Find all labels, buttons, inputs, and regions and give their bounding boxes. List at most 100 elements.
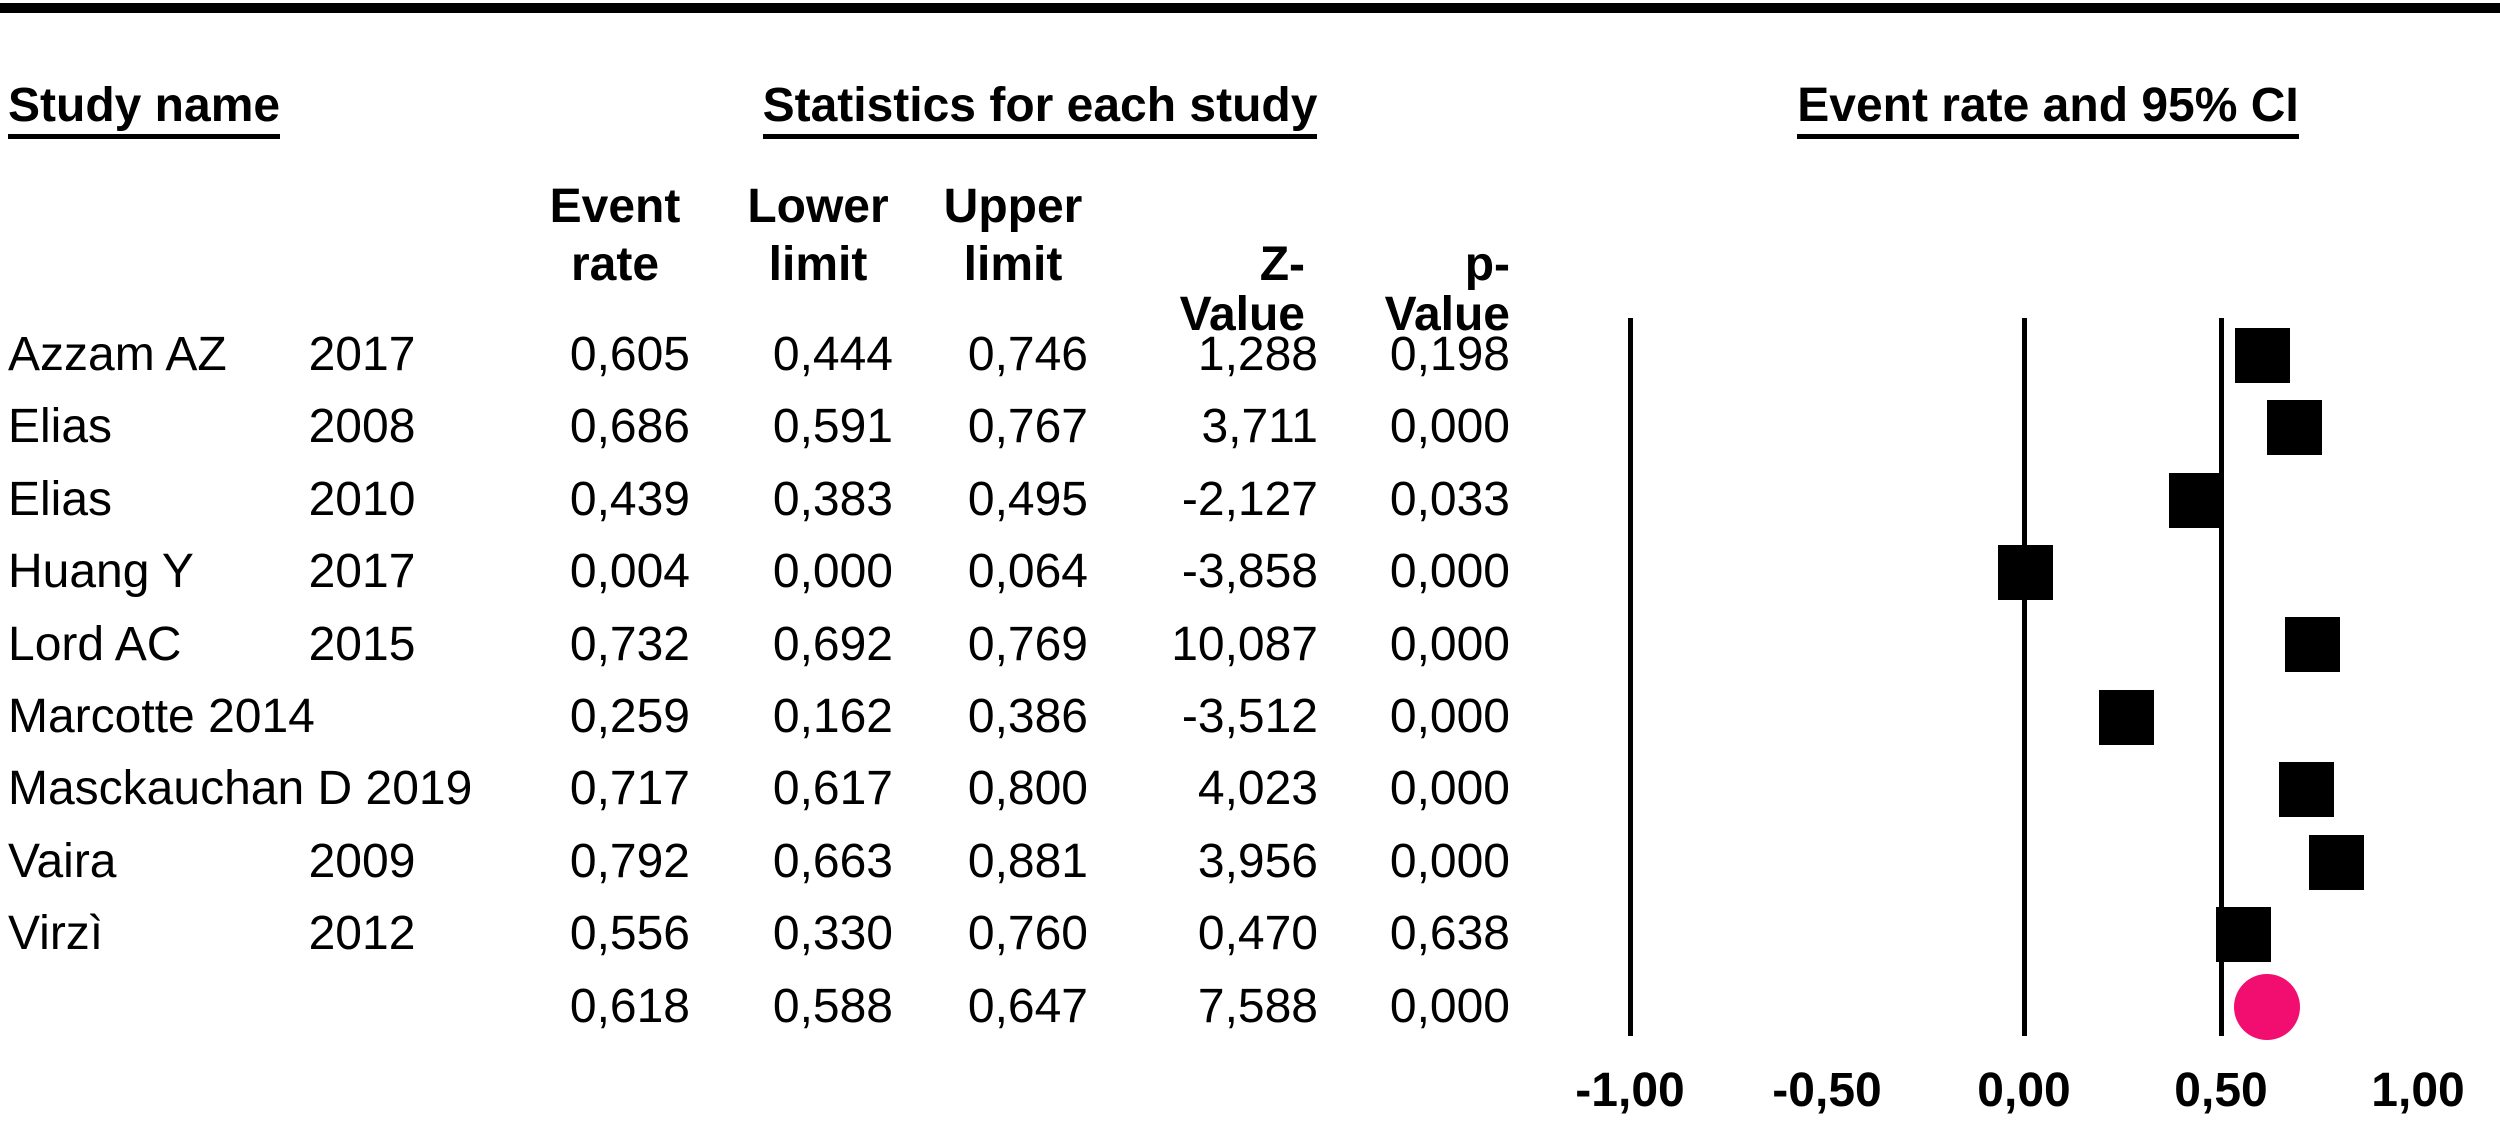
upper-limit-value: 0,647 — [967, 979, 1088, 1033]
study-marker-square — [2284, 617, 2340, 673]
lower-limit-value: 0,591 — [772, 400, 893, 454]
event-rate-value: 0,717 — [569, 762, 690, 816]
study-name: Huang Y — [8, 545, 194, 599]
study-name: Virzì — [8, 907, 104, 961]
study-name: Vaira — [8, 834, 117, 888]
upper-limit-value: 0,881 — [967, 834, 1088, 888]
lower-limit-value: 0,588 — [772, 979, 893, 1033]
upper-limit-value: 0,769 — [967, 617, 1088, 671]
col-header-limit-upper: limit — [963, 238, 1063, 291]
table-row: Azzam AZ 2017 0,605 0,444 0,746 1,288 0,… — [0, 319, 1600, 391]
table-row-overall: 0,618 0,588 0,647 7,588 0,000 — [0, 971, 1600, 1043]
x-tick-label: -0,50 — [1772, 1064, 1882, 1117]
study-year: 2017 — [308, 545, 416, 599]
event-rate-value: 0,439 — [569, 472, 690, 526]
study-marker-square — [2215, 906, 2271, 962]
study-year: 2009 — [308, 834, 416, 888]
col-header-limit-lower: limit — [768, 238, 868, 291]
lower-limit-value: 0,000 — [772, 545, 893, 599]
study-marker-square — [2308, 834, 2364, 890]
statistics-table: Azzam AZ 2017 0,605 0,444 0,746 1,288 0,… — [0, 319, 1600, 1043]
z-value: 3,711 — [1201, 400, 1318, 454]
z-value: -3,512 — [1181, 689, 1318, 743]
upper-limit-value: 0,064 — [967, 545, 1088, 599]
p-value: 0,198 — [1389, 328, 1510, 381]
z-value: 4,023 — [1197, 762, 1318, 816]
study-name: Elias — [8, 472, 113, 526]
table-row: Huang Y 2017 0,004 0,000 0,064 -3,858 0,… — [0, 536, 1600, 608]
plot-axis-line-minus1 — [1627, 318, 1633, 1036]
lower-limit-value: 0,617 — [772, 762, 893, 816]
study-marker-square — [2234, 327, 2290, 383]
lower-limit-value: 0,663 — [772, 834, 893, 888]
upper-limit-value: 0,760 — [967, 907, 1088, 961]
lower-limit-value: 0,383 — [772, 472, 893, 526]
table-row: Elias 2010 0,439 0,383 0,495 -2,127 0,03… — [0, 464, 1600, 536]
table-row: Virzì 2012 0,556 0,330 0,760 0,470 0,638 — [0, 898, 1600, 970]
event-rate-value: 0,556 — [569, 907, 690, 961]
study-year: 2012 — [308, 907, 416, 961]
study-year — [292, 681, 432, 753]
table-row: Vaira 2009 0,792 0,663 0,881 3,956 0,000 — [0, 826, 1600, 898]
col-header-z-value: Z-Value — [1179, 238, 1305, 341]
z-value: 3,956 — [1197, 834, 1318, 888]
statistics-header-label: Statistics for each study — [762, 82, 1318, 139]
study-year: 2017 — [308, 328, 416, 381]
top-rule — [0, 3, 2500, 13]
p-value: 0,000 — [1389, 617, 1510, 671]
p-value: 0,000 — [1389, 545, 1510, 599]
study-year: 2015 — [308, 617, 416, 671]
upper-limit-value: 0,386 — [967, 689, 1088, 743]
event-rate-value: 0,004 — [569, 545, 690, 599]
plot-axis-line-half — [2218, 318, 2224, 1036]
col-header-p-value: p-Value — [1384, 238, 1510, 341]
study-name — [8, 971, 528, 1043]
x-tick-label: -1,00 — [1575, 1064, 1685, 1117]
statistics-header: Statistics for each study — [540, 82, 1540, 140]
col-header-upper: Upper — [943, 180, 1083, 233]
study-marker-square — [2266, 400, 2322, 456]
event-rate-value: 0,732 — [569, 617, 690, 671]
p-value: 0,638 — [1389, 907, 1510, 961]
event-rate-value: 0,618 — [569, 979, 690, 1033]
event-rate-value: 0,686 — [569, 400, 690, 454]
study-year: 2008 — [308, 400, 416, 454]
study-name: Elias — [8, 400, 113, 454]
z-value: 1,288 — [1197, 328, 1318, 381]
study-name: Azzam AZ — [8, 328, 227, 381]
study-name: Marcotte 2014 — [8, 689, 315, 743]
x-tick-label: 0,00 — [1977, 1064, 2071, 1117]
lower-limit-value: 0,444 — [772, 328, 893, 381]
study-name-header-label: Study name — [8, 82, 281, 139]
study-name-header: Study name — [8, 82, 281, 140]
table-row: Masckauchan D 2019 0,717 0,617 0,800 4,0… — [0, 753, 1600, 825]
x-tick-label: 0,50 — [2174, 1064, 2268, 1117]
upper-limit-value: 0,495 — [967, 472, 1088, 526]
event-rate-value: 0,605 — [569, 328, 690, 381]
study-year: 2010 — [308, 472, 416, 526]
z-value: 7,588 — [1197, 979, 1318, 1033]
upper-limit-value: 0,746 — [967, 328, 1088, 381]
p-value: 0,000 — [1389, 689, 1510, 743]
study-marker-square — [1998, 544, 2054, 600]
z-value: 10,087 — [1171, 617, 1318, 671]
col-header-event: Event — [549, 180, 681, 233]
study-year — [292, 971, 432, 1043]
table-row: Lord AC 2015 0,732 0,692 0,769 10,087 0,… — [0, 609, 1600, 681]
lower-limit-value: 0,330 — [772, 907, 893, 961]
study-name: Lord AC — [8, 617, 182, 671]
p-value: 0,000 — [1389, 400, 1510, 454]
table-row: Elias 2008 0,686 0,591 0,767 3,711 0,000 — [0, 391, 1600, 463]
overall-marker-circle — [2234, 973, 2301, 1040]
z-value: 0,470 — [1197, 907, 1318, 961]
p-value: 0,033 — [1389, 472, 1510, 526]
p-value: 0,000 — [1389, 979, 1510, 1033]
upper-limit-value: 0,800 — [967, 762, 1088, 816]
z-value: -2,127 — [1181, 472, 1318, 526]
study-marker-square — [2098, 689, 2154, 745]
col-header-rate: rate — [570, 238, 660, 291]
z-value: -3,858 — [1181, 545, 1318, 599]
p-value: 0,000 — [1389, 834, 1510, 888]
study-name: Masckauchan D 2019 — [8, 762, 473, 816]
